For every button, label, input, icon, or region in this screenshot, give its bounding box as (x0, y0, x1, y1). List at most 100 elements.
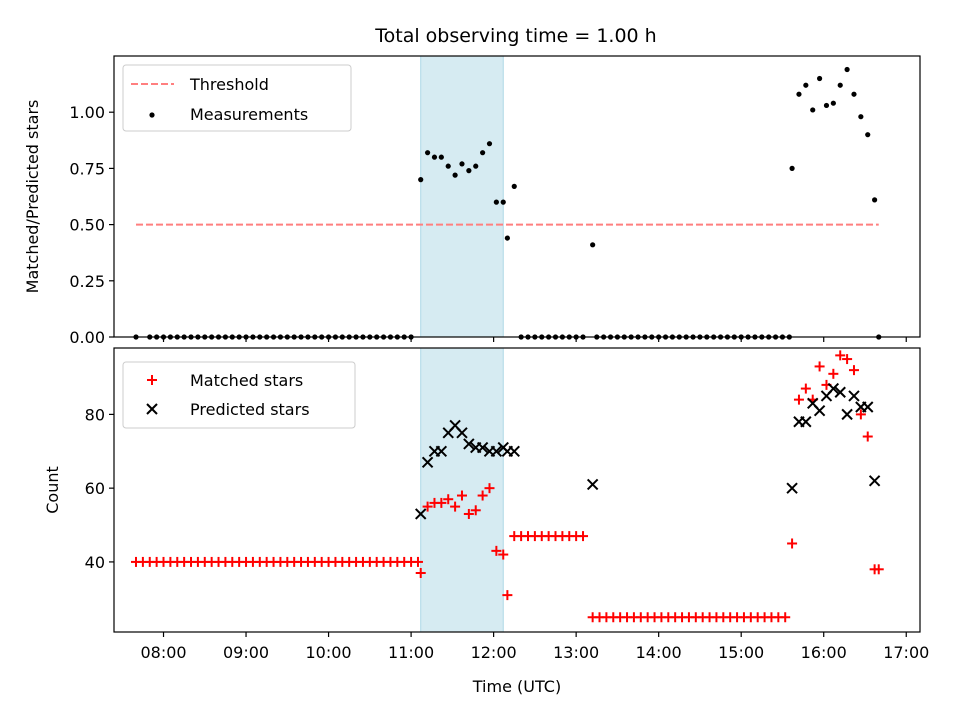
measurement-point-101 (830, 100, 836, 106)
measurement-point-40 (418, 177, 424, 183)
measurement-point-41 (424, 150, 431, 156)
predicted-point-16 (786, 482, 798, 494)
predicted-point-15-b (586, 478, 599, 491)
legend-predicted-marker (146, 403, 158, 415)
matched-point-107 (862, 431, 873, 442)
predicted-point-3 (435, 445, 448, 457)
bottom-y-axis-label: Count (43, 466, 62, 514)
x-tick-label-1: 09:00 (223, 643, 269, 662)
bottom-highlight-span (420, 347, 504, 633)
measurement-point-96 (796, 91, 802, 97)
top-x-ticks (162, 337, 907, 342)
legend-threshold-label: Threshold (189, 75, 269, 94)
measurement-point-50 (486, 141, 493, 147)
predicted-point-25-b (848, 390, 860, 402)
measurement-point-54 (511, 183, 517, 189)
x-axis-label: Time (UTC) (472, 677, 561, 696)
matched-point-50 (470, 505, 481, 516)
matched-point-104 (842, 354, 853, 365)
measurement-point-47 (466, 168, 472, 174)
predicted-point-19-b (807, 397, 819, 410)
top-y-axis-label: Matched/Predicted stars (23, 100, 42, 294)
measurement-point-99 (816, 75, 823, 82)
top-legend-box (122, 64, 352, 132)
measurement-point-100 (823, 102, 830, 109)
measurement-point-48 (473, 163, 479, 169)
predicted-point-24-b (841, 408, 853, 421)
top-ytick-label-2: 0.50 (69, 216, 105, 235)
predicted-point-23 (834, 386, 846, 398)
matched-point-45 (436, 497, 447, 508)
predicted-point-7 (463, 438, 475, 450)
predicted-point-23-b (834, 386, 846, 398)
predicted-point-0 (415, 508, 427, 520)
measurement-point-42 (431, 154, 438, 160)
measurement-point-102 (837, 82, 843, 88)
x-tick-label-5: 13:00 (553, 643, 599, 662)
predicted-point-9-b (476, 441, 489, 454)
measurement-point-103 (844, 66, 850, 73)
bottom-ytick-label-1: 60 (85, 479, 105, 498)
predicted-point-7-b (463, 438, 475, 450)
x-tick-label-2: 10:00 (306, 643, 352, 662)
predicted-point-28-b (868, 475, 881, 487)
matched-point-109 (873, 564, 884, 575)
x-tick-label-8: 16:00 (801, 643, 847, 662)
legend-predicted-label: Predicted stars (190, 400, 310, 419)
predicted-point-0-b (415, 508, 427, 520)
measurement-point-106 (865, 132, 871, 138)
predicted-point-18-b (800, 416, 812, 428)
measurement-point-104 (851, 91, 857, 97)
bottom-legend-box (122, 361, 356, 429)
matched-point-100 (814, 361, 825, 372)
matched-point-95 (780, 612, 791, 623)
legend-matched-label: Matched stars (190, 371, 303, 390)
matched-point-49 (463, 508, 474, 519)
matched-point-96 (787, 538, 798, 549)
x-tick-label-3: 11:00 (388, 643, 434, 662)
predicted-point-20 (813, 404, 826, 417)
matched-point-43 (422, 501, 433, 512)
measurement-point-46 (459, 161, 465, 167)
measurement-point-53 (504, 235, 510, 241)
predicted-point-11 (490, 445, 503, 457)
predicted-point-14-b (508, 445, 520, 457)
predicted-point-18 (800, 416, 812, 428)
x-tick-label-4: 12:00 (471, 643, 517, 662)
measurement-point-45 (452, 172, 458, 178)
predicted-point-6-b (456, 427, 468, 439)
top-highlight-span (420, 55, 504, 338)
matched-point-41 (412, 556, 423, 567)
legend-measurement-label: Measurements (190, 105, 308, 124)
matched-point-103 (835, 350, 846, 361)
x-tick-label-0: 08:00 (140, 643, 186, 662)
legend-predicted-marker-b (146, 403, 158, 415)
matched-point-52 (484, 483, 495, 494)
measurement-point-97 (803, 82, 809, 88)
x-tick-label-9: 17:00 (883, 643, 929, 662)
predicted-point-9 (476, 441, 489, 454)
matched-star-points (131, 350, 884, 623)
measurement-point-52 (500, 199, 506, 205)
bottom-ytick-label-0: 40 (85, 553, 105, 572)
predicted-star-points (415, 382, 881, 520)
x-tick-label-6: 14:00 (636, 643, 682, 662)
predicted-point-1-b (421, 456, 434, 469)
matched-point-98 (800, 383, 811, 394)
top-plot-frame (113, 55, 921, 338)
bottom-legend: Matched stars Predicted stars (122, 361, 356, 429)
measurement-point-49 (480, 150, 486, 156)
predicted-point-28 (868, 475, 881, 487)
predicted-point-25 (848, 390, 860, 402)
predicted-point-20-b (813, 404, 826, 417)
measurement-point-107 (872, 197, 878, 203)
matched-point-51 (477, 490, 488, 501)
matched-point-46 (443, 494, 454, 505)
bottom-y-ticks: 40 60 80 (85, 405, 114, 572)
predicted-point-22-b (827, 382, 840, 395)
top-ytick-label-1: 0.25 (69, 272, 105, 291)
measurement-point-98 (810, 107, 816, 113)
predicted-point-5-b (449, 419, 461, 432)
legend-measurement-swatch (149, 112, 155, 118)
